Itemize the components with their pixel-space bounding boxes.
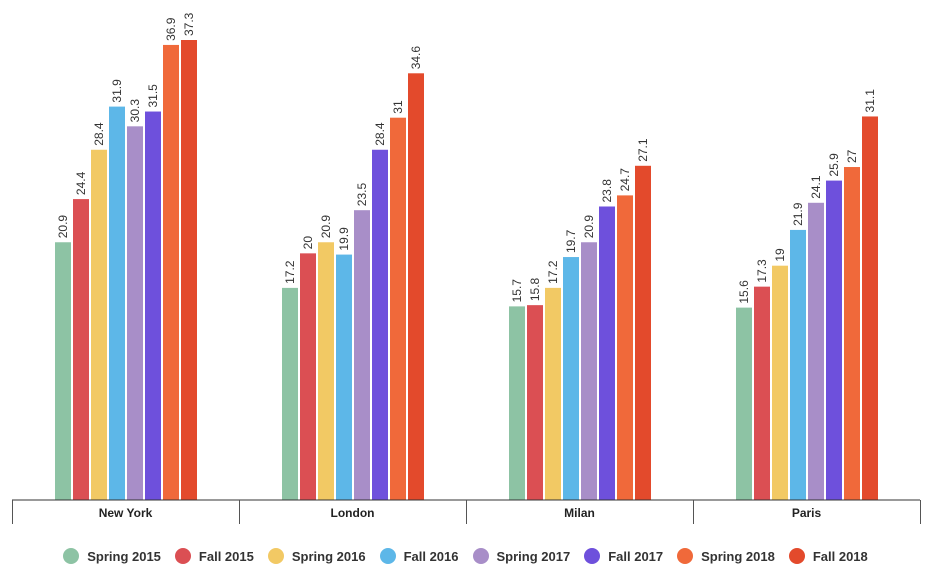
bar-milan-fall-2017 (599, 206, 615, 501)
bar-milan-fall-2015 (527, 305, 543, 500)
bar-london-fall-2015 (300, 253, 316, 500)
bar-paris-fall-2016 (790, 229, 806, 501)
x-axis: New York London Milan Paris (12, 499, 921, 524)
category-label-london: London (331, 506, 375, 520)
bar-new-york-spring-2017 (127, 126, 143, 500)
legend-swatch (379, 548, 396, 564)
data-label-milan-spring-2016: 17.2 (546, 260, 560, 284)
legend-swatch (174, 548, 191, 564)
data-label-new-york-spring-2016: 28.4 (92, 122, 106, 146)
bar-paris-spring-2015 (736, 307, 752, 500)
bar-new-york-spring-2015 (55, 242, 71, 500)
data-label-london-fall-2016: 19.9 (337, 227, 351, 251)
legend-swatch (472, 548, 489, 564)
bar-new-york-spring-2018 (163, 44, 179, 500)
category-label-milan: Milan (564, 506, 595, 520)
data-label-london-fall-2017: 28.4 (373, 122, 387, 146)
bar-new-york-spring-2016 (91, 149, 107, 500)
data-label-milan-spring-2018: 24.7 (618, 168, 632, 192)
legend-label: Spring 2015 (87, 548, 161, 564)
legend-label: Spring 2018 (701, 548, 775, 564)
bar-new-york-fall-2016 (109, 106, 125, 500)
bar-chart: 20.9 24.4 28.4 31.9 30.3 31.5 36.9 37.3 17.2 20 20… (12, 12, 921, 524)
bar-london-spring-2015 (282, 287, 298, 500)
data-label-new-york-fall-2018: 37.3 (182, 12, 196, 36)
legend-label: Fall 2017 (608, 548, 664, 564)
legend: Spring 2015 Fall 2015 Spring 2016 Fall 2016… (0, 548, 931, 564)
data-label-london-fall-2018: 34.6 (409, 46, 423, 70)
category-label-paris: Paris (792, 506, 822, 520)
data-label-new-york-spring-2017: 30.3 (128, 99, 142, 123)
bar-milan-spring-2017 (581, 242, 597, 500)
legend-swatch (677, 548, 694, 564)
bar-london-fall-2016 (336, 254, 352, 500)
legend-label: Spring 2016 (291, 548, 366, 564)
bar-new-york-fall-2015 (73, 199, 89, 500)
bar-paris-fall-2015 (754, 286, 770, 500)
legend-item-spring-2017[interactable]: Spring 2017 (472, 548, 571, 564)
legend-item-spring-2015[interactable]: Spring 2015 (63, 548, 161, 564)
data-label-paris-spring-2018: 27 (845, 149, 859, 163)
bar-new-york-fall-2018 (181, 40, 197, 500)
bar-london-fall-2018 (408, 73, 424, 501)
data-label-paris-spring-2017: 24.1 (809, 175, 823, 199)
data-label-new-york-spring-2018: 36.9 (164, 17, 178, 41)
data-label-paris-fall-2015: 17.3 (755, 259, 769, 283)
data-label-paris-spring-2015: 15.6 (737, 280, 751, 304)
data-label-milan-spring-2015: 15.7 (510, 279, 524, 303)
legend-label: Fall 2015 (198, 548, 254, 564)
bar-paris-fall-2018 (862, 116, 878, 501)
data-label-new-york-fall-2016: 31.9 (110, 79, 124, 103)
bar-london-spring-2018 (390, 117, 406, 500)
bar-new-york-fall-2017 (145, 111, 161, 501)
bar-london-fall-2017 (372, 149, 388, 500)
bar-london-spring-2017 (354, 210, 370, 500)
legend-label: Spring 2017 (496, 548, 571, 564)
data-label-london-fall-2015: 20 (301, 236, 315, 250)
legend-item-fall-2015[interactable]: Fall 2015 (174, 548, 254, 564)
data-label-new-york-spring-2015: 20.9 (56, 215, 70, 239)
data-label-london-spring-2017: 23.5 (355, 183, 369, 207)
legend-item-spring-2016[interactable]: Spring 2016 (267, 548, 366, 564)
data-label-milan-fall-2016: 19.7 (564, 229, 578, 253)
data-label-paris-fall-2017: 25.9 (827, 153, 841, 177)
legend-item-fall-2017[interactable]: Fall 2017 (584, 548, 663, 564)
legend-label: Fall 2018 (812, 548, 868, 564)
legend-swatch (788, 548, 805, 564)
data-label-paris-fall-2018: 31.1 (863, 89, 877, 113)
bar-paris-spring-2017 (808, 202, 824, 500)
legend-label: Fall 2016 (403, 548, 459, 564)
bar-milan-spring-2016 (545, 287, 561, 500)
legend-item-fall-2018[interactable]: Fall 2018 (788, 548, 868, 564)
bar-milan-spring-2018 (617, 195, 633, 500)
bar-milan-fall-2016 (563, 257, 579, 500)
legend-item-spring-2018[interactable]: Spring 2018 (677, 548, 775, 564)
bar-milan-fall-2018 (635, 165, 651, 500)
data-label-milan-fall-2017: 23.8 (600, 179, 614, 203)
data-label-milan-fall-2015: 15.8 (528, 277, 542, 301)
data-label-milan-spring-2017: 20.9 (582, 215, 596, 239)
category-label-new-york: New York (99, 506, 153, 520)
bars-group: 20.9 24.4 28.4 31.9 30.3 31.5 36.9 37.3 17.2 20 20… (55, 12, 878, 501)
legend-swatch (267, 548, 284, 564)
bar-paris-spring-2016 (772, 265, 788, 500)
bar-paris-spring-2018 (844, 167, 860, 501)
data-label-london-spring-2015: 17.2 (283, 260, 297, 284)
data-label-paris-spring-2016: 19 (773, 248, 787, 262)
bar-london-spring-2016 (318, 242, 334, 500)
bar-milan-spring-2015 (509, 306, 525, 500)
bar-paris-fall-2017 (826, 180, 842, 500)
data-label-new-york-fall-2017: 31.5 (146, 84, 160, 108)
data-label-milan-fall-2018: 27.1 (636, 138, 650, 162)
legend-swatch (584, 548, 601, 564)
data-label-london-spring-2016: 20.9 (319, 215, 333, 239)
data-label-paris-fall-2016: 21.9 (791, 202, 805, 226)
data-label-london-spring-2018: 31 (391, 100, 405, 114)
legend-swatch (63, 548, 80, 564)
data-label-new-york-fall-2015: 24.4 (74, 171, 88, 195)
legend-item-fall-2016[interactable]: Fall 2016 (379, 548, 459, 564)
